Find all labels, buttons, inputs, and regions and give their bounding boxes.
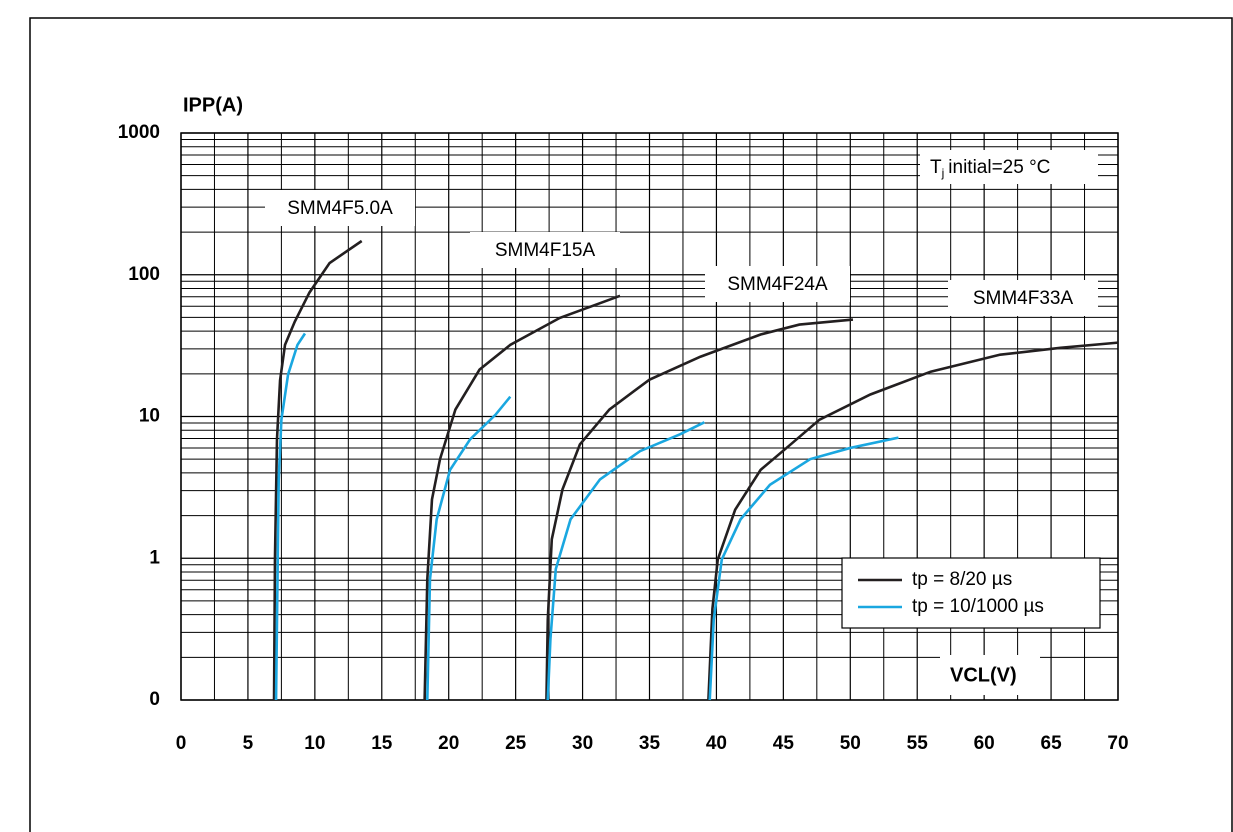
device-label: SMM4F24A [727,274,828,295]
annotation-box [920,150,1098,184]
label-box [705,266,850,302]
x-tick-label: 5 [243,733,254,754]
label-box [470,232,620,268]
x-tick-label: 60 [974,733,995,754]
device-label: SMM4F5.0A [287,198,393,219]
annotation-text: T [930,157,942,178]
label-box [265,190,415,226]
frame [29,17,1233,832]
annotation-sub: j [941,166,945,180]
curve [274,332,307,701]
x-axis-label: VCL(V) [950,664,1017,686]
x-tick-label: 35 [639,733,661,754]
y-tick-label: 10 [139,406,160,427]
x-tick-label: 50 [840,733,861,754]
x-tick-label: 55 [907,733,929,754]
x-tick-label: 70 [1107,733,1128,754]
legend-label: tp = 8/20 µs [912,569,1012,590]
x-label-box [940,655,1040,695]
x-tick-label: 0 [176,733,187,754]
curve [272,239,363,701]
y-tick-label: 1000 [118,122,160,143]
curve [708,436,899,701]
curve [707,341,1119,701]
y-tick-label: 100 [128,264,160,285]
curve [545,318,854,701]
x-tick-label: 25 [505,733,527,754]
curve [546,421,705,701]
annotation: Tj initial=25 °C [930,157,1050,180]
device-label: SMM4F33A [973,288,1074,309]
x-tick-label: 40 [706,733,727,754]
x-tick-label: 20 [438,733,459,754]
legend-box [841,557,1101,629]
x-tick-label: 15 [371,733,393,754]
x-tick-label: 10 [304,733,325,754]
y-tick-label: 0 [149,689,160,710]
y-tick-label: 1 [149,547,160,568]
x-tick-label: 65 [1041,733,1063,754]
plot-border [180,132,1119,701]
curve [425,395,512,701]
x-tick-label: 30 [572,733,593,754]
curve [423,294,621,701]
annotation-text: initial=25 °C [948,157,1050,178]
legend-label: tp = 10/1000 µs [912,596,1044,617]
x-tick-label: 45 [773,733,795,754]
label-box [948,280,1098,316]
device-label: SMM4F15A [495,240,596,261]
y-axis-label: IPP(A) [183,94,243,116]
